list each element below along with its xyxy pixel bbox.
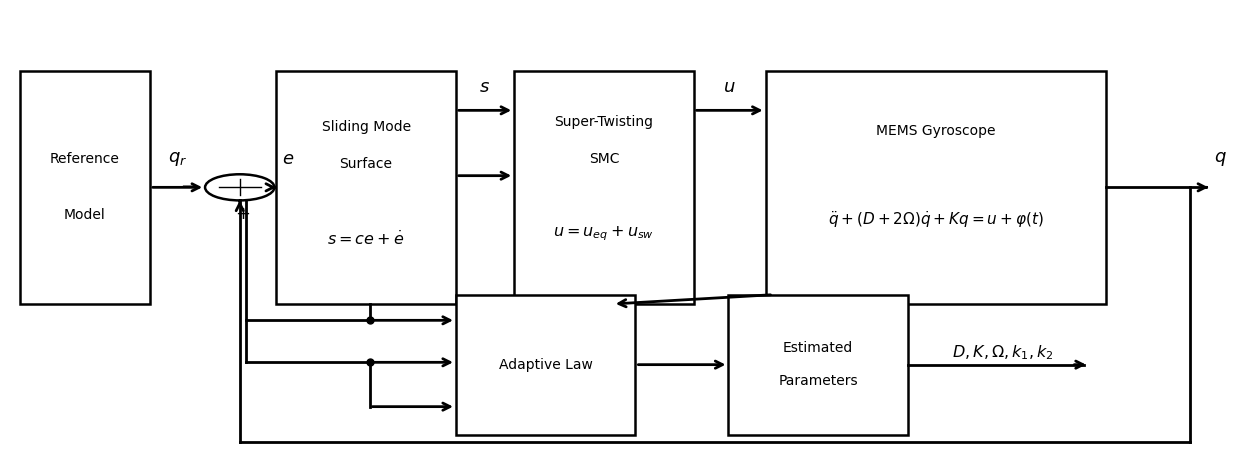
Text: Adaptive Law: Adaptive Law bbox=[498, 358, 593, 372]
Text: $e$: $e$ bbox=[281, 150, 294, 168]
Text: Surface: Surface bbox=[340, 157, 393, 171]
Text: $-$: $-$ bbox=[180, 176, 195, 194]
Text: SMC: SMC bbox=[589, 153, 619, 166]
Text: $u$: $u$ bbox=[723, 78, 735, 96]
Text: Super-Twisting: Super-Twisting bbox=[554, 115, 653, 129]
Text: Sliding Mode: Sliding Mode bbox=[321, 120, 410, 134]
Text: $s$: $s$ bbox=[480, 78, 491, 96]
Bar bbox=[20, 71, 150, 304]
Text: Reference: Reference bbox=[50, 153, 120, 166]
Text: MEMS Gyroscope: MEMS Gyroscope bbox=[877, 124, 996, 139]
Text: $u = u_{eq} + u_{sw}$: $u = u_{eq} + u_{sw}$ bbox=[553, 225, 655, 243]
Text: $s = ce + \dot{e}$: $s = ce + \dot{e}$ bbox=[327, 230, 404, 248]
Text: Estimated: Estimated bbox=[782, 341, 853, 355]
Text: Model: Model bbox=[64, 208, 105, 222]
Text: Parameters: Parameters bbox=[779, 374, 858, 388]
Bar bbox=[456, 295, 635, 435]
Text: $q$: $q$ bbox=[1214, 150, 1228, 168]
Bar bbox=[515, 71, 693, 304]
Text: $+$: $+$ bbox=[234, 205, 249, 223]
Bar bbox=[765, 71, 1106, 304]
Bar bbox=[277, 71, 456, 304]
Text: $D, K, \Omega, k_1, k_2$: $D, K, \Omega, k_1, k_2$ bbox=[952, 344, 1054, 362]
Text: $q_r$: $q_r$ bbox=[167, 150, 187, 168]
Bar bbox=[728, 295, 908, 435]
Text: $\ddot{q} + (D+2\Omega)\dot{q} + Kq = u + \varphi(t)$: $\ddot{q} + (D+2\Omega)\dot{q} + Kq = u … bbox=[828, 210, 1044, 230]
